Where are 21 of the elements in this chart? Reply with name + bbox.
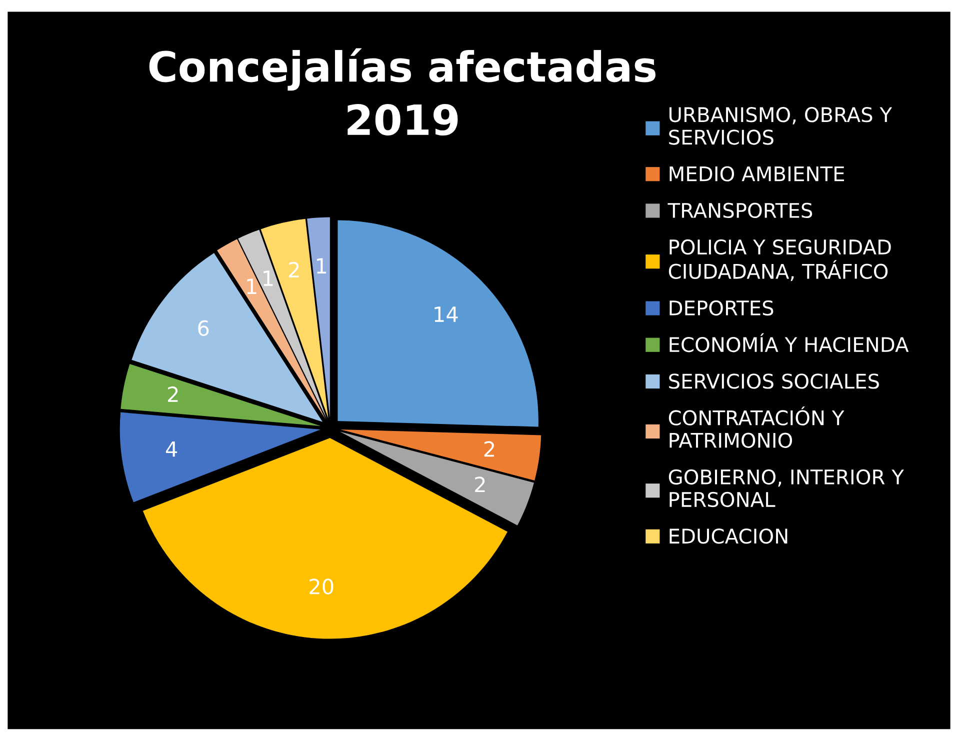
chart-title: Concejalías afectadas 2019 (149, 48, 656, 136)
data-label: 14 (434, 306, 458, 322)
data-label: 1 (317, 258, 326, 274)
data-label: 2 (484, 441, 494, 457)
data-label: 1 (247, 278, 256, 294)
legend-label: GOBIERNO, INTERIOR Y PERSONAL (668, 469, 904, 508)
legend-label: EDUCACION (670, 528, 788, 544)
legend-label: CONTRATACIÓN Y PATRIMONIO (668, 406, 844, 448)
data-label: 2 (475, 476, 485, 492)
data-label: 20 (310, 578, 334, 594)
legend-label: SERVICIOS SOCIALES (669, 374, 879, 389)
legend-label: MEDIO AMBIENTE (670, 166, 844, 182)
legend-label: DEPORTES (670, 300, 774, 316)
data-label: 6 (198, 320, 209, 336)
legend-label: TRANSPORTES (668, 202, 812, 218)
data-label: 2 (289, 262, 299, 278)
legend-label: POLICIA Y SEGURIDAD CIUDADANA, TRÁFICO (668, 239, 891, 282)
data-label: 2 (168, 386, 178, 402)
data-label: 4 (166, 441, 178, 457)
legend-label: URBANISMO, OBRAS Y SERVICIOS (669, 107, 892, 145)
legend-label: ECONOMÍA Y HACIENDA (670, 333, 909, 352)
